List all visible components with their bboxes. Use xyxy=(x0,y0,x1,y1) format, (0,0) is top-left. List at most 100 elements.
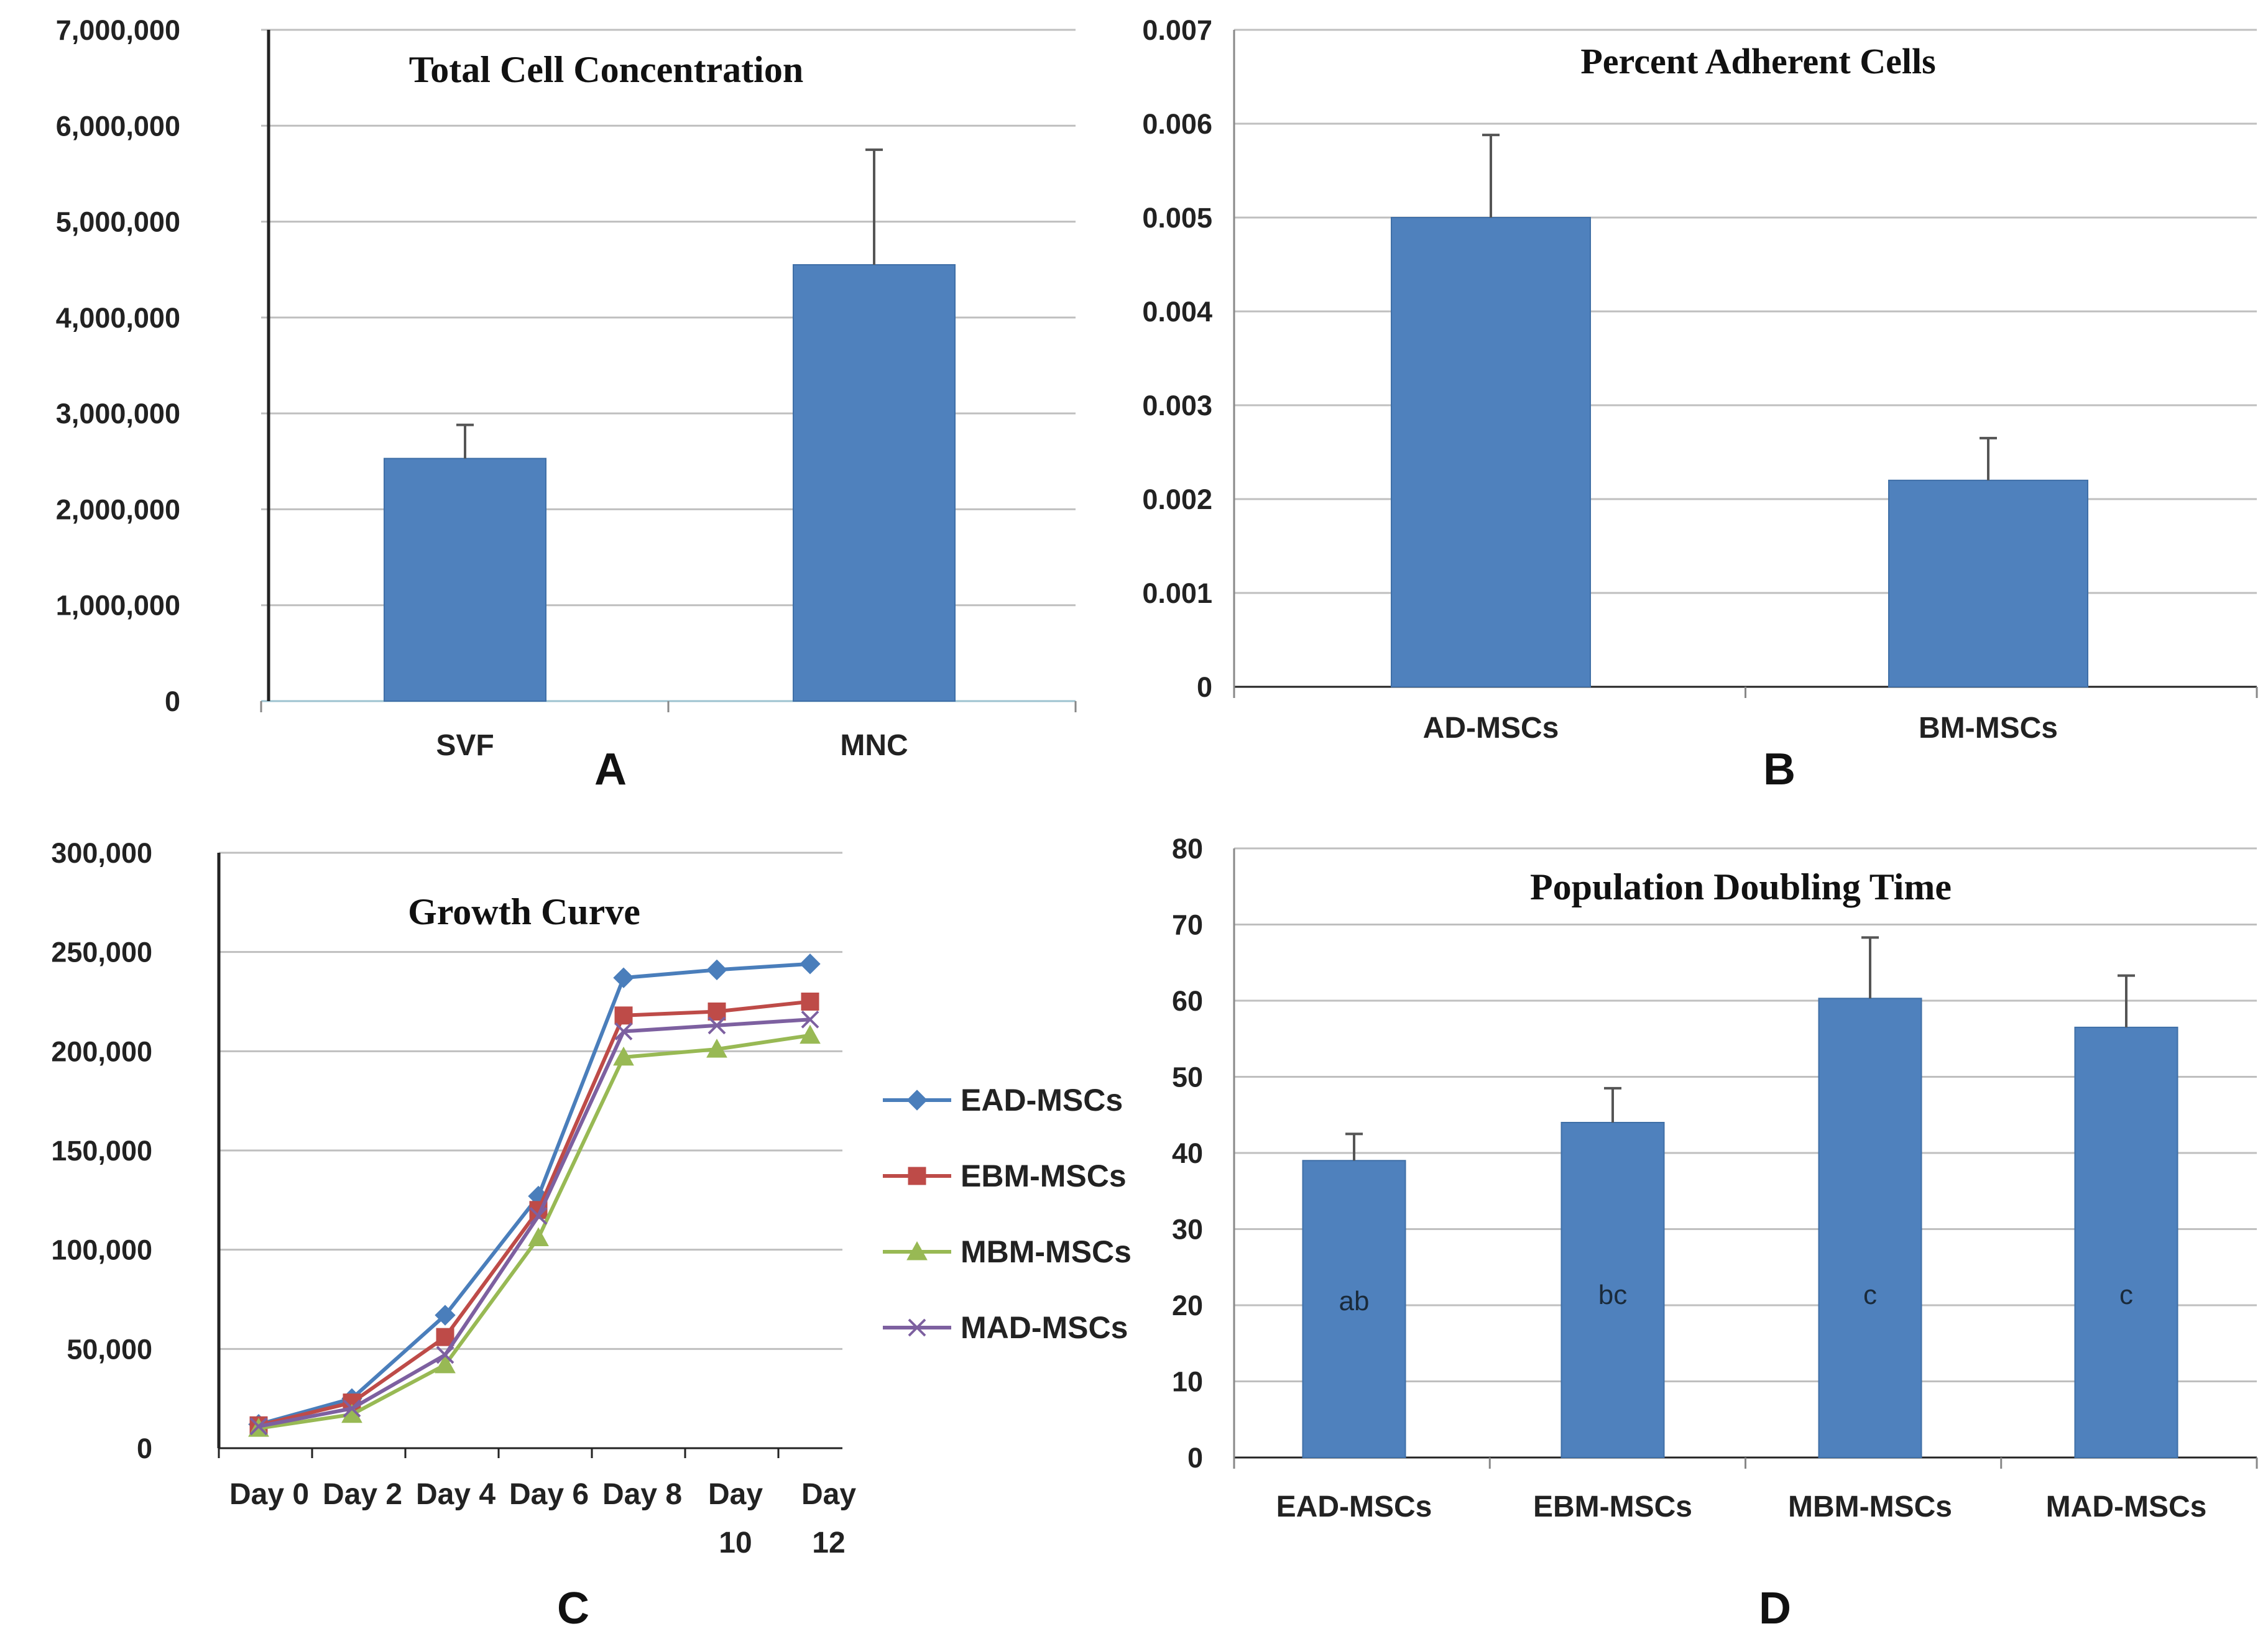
bar-mad-mscs xyxy=(2074,1026,2178,1458)
data-point-mad-mscs-stroke xyxy=(436,1346,454,1364)
data-point-ebm-mscs xyxy=(614,1006,633,1025)
series-line-mad-mscs xyxy=(258,1017,811,1428)
data-point-mad-mscs xyxy=(436,1346,454,1364)
bar-bm-mscs xyxy=(1888,479,2088,687)
y-tick-label: 300,000 xyxy=(51,837,152,869)
y-tick-label: 0 xyxy=(165,686,180,717)
x-tick-label: 12 xyxy=(812,1527,845,1559)
y-tick-label: 6,000,000 xyxy=(56,110,180,142)
x-tick-label: AD-MSCs xyxy=(1423,712,1559,745)
data-point-mad-mscs-stroke xyxy=(614,1022,633,1040)
legend-label: MBM-MSCs xyxy=(961,1234,1132,1269)
y-tick-label: 0.001 xyxy=(1142,577,1212,609)
data-point-mad-mscs xyxy=(708,1016,726,1035)
data-point-mad-mscs xyxy=(801,1010,819,1029)
y-tick-label: 0.007 xyxy=(1142,14,1212,46)
legend-item-ebm-mscs: EBM-MSCs xyxy=(883,1159,1127,1193)
y-tick-label: 0.003 xyxy=(1142,390,1212,421)
y-tick-label: 0.005 xyxy=(1142,202,1212,234)
y-tick-label: 40 xyxy=(1172,1137,1203,1169)
data-point-mbm-mscs xyxy=(613,1046,634,1066)
bar-svf xyxy=(384,457,546,702)
y-tick-label: 0.006 xyxy=(1142,108,1212,140)
legend-label: EBM-MSCs xyxy=(961,1159,1127,1193)
y-tick-label: 150,000 xyxy=(51,1135,152,1167)
y-tick-label: 50,000 xyxy=(67,1333,152,1365)
bar-ead-mscs xyxy=(1302,1160,1406,1458)
data-point-mbm-mscs xyxy=(435,1354,456,1374)
y-tick-label: 50 xyxy=(1172,1062,1203,1093)
x-tick-label: Day xyxy=(801,1478,856,1511)
legend-marker xyxy=(906,1090,928,1111)
data-point-ead-mscs xyxy=(706,959,727,981)
panel-label: C xyxy=(557,1584,589,1633)
y-tick-label: 60 xyxy=(1172,985,1203,1017)
x-tick-label: Day xyxy=(708,1478,763,1511)
data-point-mad-mscs xyxy=(529,1206,548,1225)
y-tick-label: 80 xyxy=(1172,833,1203,865)
x-tick-label: MBM-MSCs xyxy=(1788,1490,1952,1523)
x-tick-label: Day 0 xyxy=(229,1478,309,1511)
legend-item-mbm-mscs: MBM-MSCs xyxy=(883,1234,1132,1269)
bar-ebm-mscs xyxy=(1560,1122,1665,1458)
y-tick-label: 0.002 xyxy=(1142,484,1212,515)
chart-title: Growth Curve xyxy=(408,891,640,932)
legend-marker xyxy=(906,1241,928,1260)
y-tick-label: 70 xyxy=(1172,909,1203,941)
data-point-mbm-mscs xyxy=(706,1039,727,1058)
significance-label: ab xyxy=(1339,1286,1370,1316)
data-point-ebm-mscs xyxy=(436,1328,454,1346)
x-tick-label: 10 xyxy=(719,1527,752,1559)
panel-label: B xyxy=(1763,745,1796,794)
data-point-mad-mscs xyxy=(249,1417,268,1436)
data-point-ead-mscs xyxy=(800,953,821,975)
data-point-mad-mscs-stroke xyxy=(529,1206,548,1225)
x-tick-label: Day 6 xyxy=(509,1478,589,1511)
bar-ad-mscs xyxy=(1391,217,1591,687)
data-point-mbm-mscs xyxy=(528,1227,549,1247)
panel-label: A xyxy=(594,745,627,794)
y-tick-label: 10 xyxy=(1172,1366,1203,1398)
y-tick-label: 0 xyxy=(1197,671,1212,703)
x-tick-label: MAD-MSCs xyxy=(2046,1490,2207,1523)
series-mbm-mscs xyxy=(248,1024,821,1437)
bar-mbm-mscs xyxy=(1818,998,1922,1458)
series-mad-mscs xyxy=(249,1010,819,1436)
significance-label: c xyxy=(1863,1280,1877,1310)
x-tick-label: BM-MSCs xyxy=(1919,712,2058,745)
y-tick-label: 250,000 xyxy=(51,937,152,968)
chart-title: Total Cell Concentration xyxy=(409,49,803,90)
y-tick-label: 7,000,000 xyxy=(56,14,180,46)
y-tick-label: 0.004 xyxy=(1142,296,1212,328)
data-point-mad-mscs-stroke xyxy=(343,1399,361,1418)
y-tick-label: 4,000,000 xyxy=(56,302,180,334)
panel-label: D xyxy=(1759,1584,1791,1633)
x-tick-label: MNC xyxy=(840,729,908,762)
legend-item-ead-mscs: EAD-MSCs xyxy=(883,1083,1123,1118)
legend-marker-stroke xyxy=(908,1318,926,1337)
y-tick-label: 0 xyxy=(1187,1442,1203,1474)
y-tick-label: 20 xyxy=(1172,1290,1203,1321)
x-tick-label: EBM-MSCs xyxy=(1533,1490,1692,1523)
x-tick-label: Day 4 xyxy=(416,1478,496,1511)
y-tick-label: 200,000 xyxy=(51,1035,152,1067)
data-point-mad-mscs-stroke xyxy=(801,1010,819,1029)
data-point-ead-mscs xyxy=(435,1305,456,1326)
bar-mnc xyxy=(793,264,956,702)
data-point-ebm-mscs xyxy=(801,993,819,1011)
chart-title: Percent Adherent Cells xyxy=(1580,41,1935,81)
legend-marker xyxy=(908,1167,926,1185)
legend-label: MAD-MSCs xyxy=(961,1310,1128,1345)
x-tick-label: Day 8 xyxy=(602,1478,682,1511)
y-tick-label: 30 xyxy=(1172,1214,1203,1246)
significance-label: bc xyxy=(1598,1280,1627,1310)
legend-label: EAD-MSCs xyxy=(961,1083,1123,1118)
data-point-mad-mscs-stroke xyxy=(249,1417,268,1436)
y-tick-label: 3,000,000 xyxy=(56,398,180,429)
y-tick-label: 2,000,000 xyxy=(56,494,180,525)
data-point-mad-mscs-stroke xyxy=(708,1016,726,1035)
y-tick-label: 0 xyxy=(137,1433,152,1464)
data-point-mbm-mscs xyxy=(800,1024,821,1044)
x-tick-label: SVF xyxy=(436,729,494,762)
